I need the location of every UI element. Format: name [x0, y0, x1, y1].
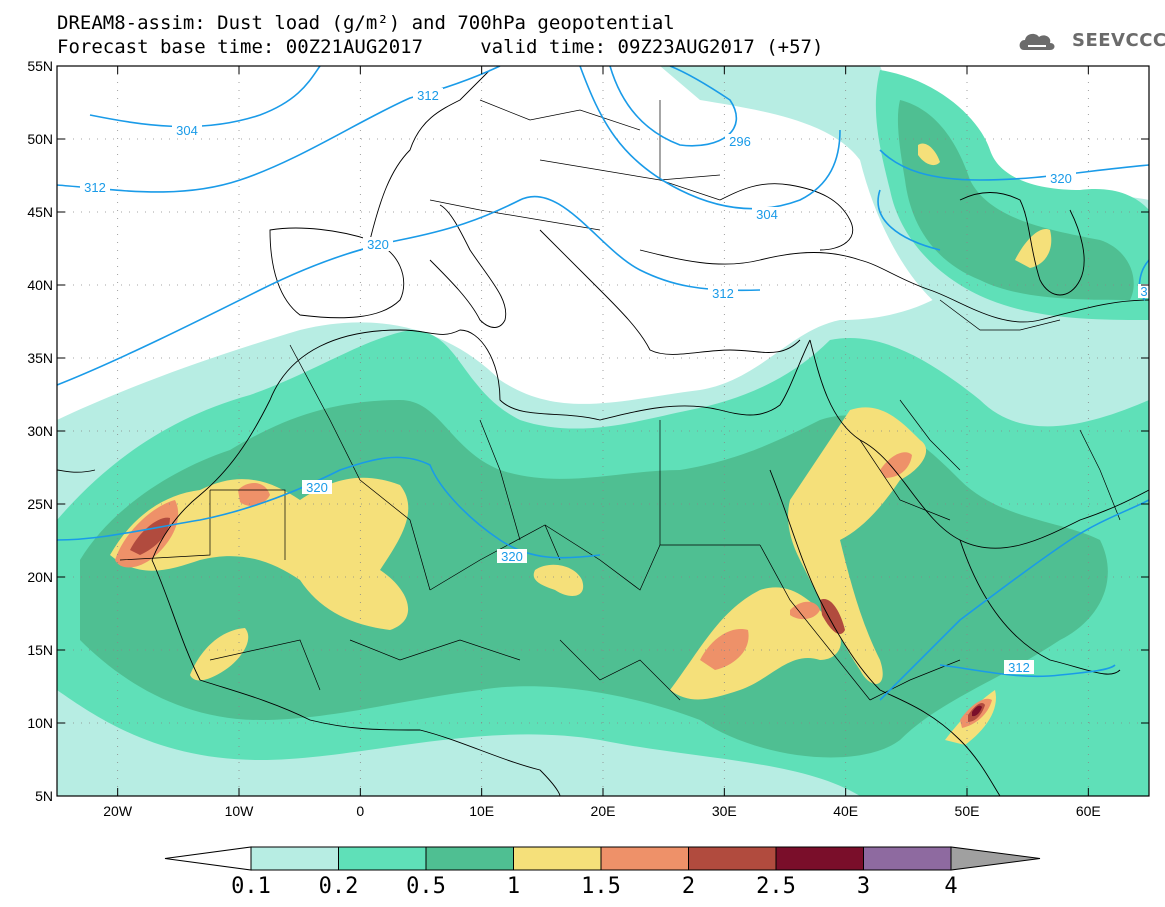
colorbar-tick-label: 1.5 [581, 874, 621, 899]
lat-label: 40N [27, 277, 53, 293]
lat-label: 20N [27, 569, 53, 585]
lat-label: 25N [27, 496, 53, 512]
dust-band-1-caspian [1015, 229, 1052, 268]
lon-label: 50E [955, 803, 980, 819]
logo-text: SEEVCCC [1072, 30, 1165, 51]
lat-label: 50N [27, 131, 53, 147]
colorbar-tick-label: 2.5 [756, 874, 796, 899]
colorbar-swatch [688, 846, 777, 871]
coastlines [57, 69, 1149, 796]
dust-band-1.5-b [238, 483, 270, 506]
contour-label: 296 [729, 134, 751, 149]
lat-label: 45N [27, 204, 53, 220]
contour-label: 304 [756, 207, 778, 222]
dust-band-2-b [820, 599, 845, 635]
lon-label: 40E [833, 803, 858, 819]
colorbar-swatch [338, 846, 427, 871]
colorbar-tick-label: 4 [944, 874, 957, 899]
lon-label: 10W [225, 803, 255, 819]
lat-label: 35N [27, 350, 53, 366]
colorbar-tick-label: 0.1 [231, 874, 271, 899]
dust-band-0.5-north [897, 100, 1134, 300]
lat-label: 5N [35, 788, 53, 804]
country-borders [119, 99, 1121, 701]
colorbar-labels: 0.1 0.2 0.5 1 1.5 2 2.5 3 4 [231, 874, 958, 899]
colorbar-tick-label: 0.2 [319, 874, 359, 899]
lat-label: 55N [27, 58, 53, 74]
lon-label: 20E [591, 803, 616, 819]
colorbar-tick-label: 3 [857, 874, 870, 899]
contour-label: 304 [176, 123, 198, 138]
contour-label: 320 [1050, 171, 1072, 186]
colorbar-swatch [425, 846, 514, 871]
dust-band-1.5-e [790, 601, 820, 620]
lon-label: 0 [356, 803, 364, 819]
lat-label: 15N [27, 642, 53, 658]
map-title: DREAM8-assim: Dust load (g/m²) and 700hP… [57, 12, 675, 34]
lon-label: 60E [1076, 803, 1101, 819]
contour-label: 320 [367, 237, 389, 252]
colorbar-tick-label: 2 [682, 874, 695, 899]
colorbar-swatch [513, 846, 602, 871]
dust-band-1-sahel [190, 628, 249, 681]
lon-label: 10E [469, 803, 494, 819]
colorbar-swatch [600, 846, 689, 871]
contour-label: 320 [501, 549, 523, 564]
graticule [57, 66, 1149, 796]
lat-label: 10N [27, 715, 53, 731]
colorbar-swatch [250, 846, 339, 871]
contour-labels: 304 312 312 296 304 320 320 312 320 320 … [80, 88, 1149, 675]
colorbar-tick-label: 0.5 [406, 874, 446, 899]
colorbar-over-arrow [950, 846, 1041, 871]
colorbar [164, 846, 1041, 871]
colorbar-under-arrow [164, 846, 252, 871]
contour-label: 312 [1008, 660, 1030, 675]
geopotential-contours [57, 66, 1149, 701]
dust-band-1 [110, 477, 409, 630]
colorbar-swatch [775, 846, 864, 871]
latitude-labels: 55N 50N 45N 40N 35N 30N 25N 20N 15N 10N 5N [27, 58, 53, 804]
dust-band-1.5-d [880, 452, 912, 478]
lon-label: 30E [712, 803, 737, 819]
dust-band-2.5 [972, 705, 982, 717]
longitude-labels: 20W 10W 0 10E 20E 30E 40E 50E 60E [103, 803, 1101, 819]
map-subtitle: Forecast base time: 00Z21AUG2017 valid t… [57, 36, 824, 58]
dust-band-1-chad [533, 564, 584, 596]
dust-band-1.5-c [700, 629, 749, 670]
contour-label: 312 [712, 286, 734, 301]
lon-label: 20W [103, 803, 133, 819]
contour-label: 3 [1140, 284, 1147, 299]
contour-label: 312 [84, 180, 106, 195]
cloud-logo-icon [1019, 33, 1055, 50]
lat-label: 30N [27, 423, 53, 439]
contour-label: 312 [417, 88, 439, 103]
colorbar-tick-label: 1 [507, 874, 520, 899]
dust-band-1-ukraine [918, 143, 940, 166]
colorbar-swatch [863, 846, 952, 871]
axis-ticks [57, 65, 1149, 797]
contour-label: 320 [306, 480, 328, 495]
